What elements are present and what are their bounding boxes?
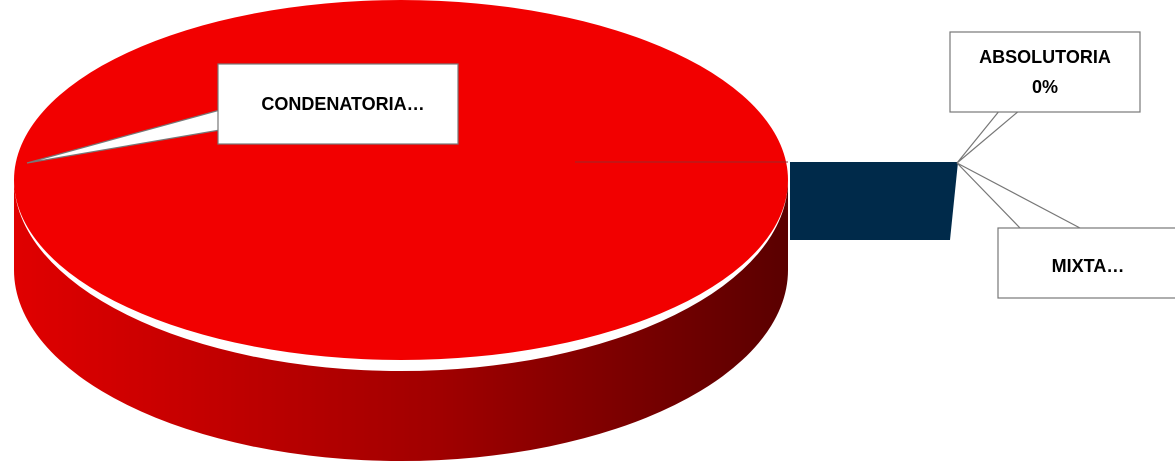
callout-condenatoria-box xyxy=(217,63,459,145)
leader-line-absolutoria xyxy=(956,109,1021,164)
callout-absolutoria-box xyxy=(949,31,1141,113)
slice-condenatoria-side xyxy=(14,180,788,461)
slice-condenatoria-top xyxy=(14,0,788,360)
callout-mixta-box xyxy=(997,227,1175,299)
callout-condenatoria: CONDENATORIA… xyxy=(217,63,459,145)
leader-lines xyxy=(26,109,1081,229)
callout-absolutoria: ABSOLUTORIA 0% xyxy=(949,31,1141,113)
leader-line-mixta xyxy=(956,162,1081,229)
callout-mixta-label: MIXTA… xyxy=(1052,256,1125,276)
callout-absolutoria-percent: 0% xyxy=(1032,77,1058,97)
callout-mixta: MIXTA… xyxy=(997,227,1175,299)
slice-condenatoria xyxy=(14,0,788,461)
leader-line-condenatoria xyxy=(26,109,221,164)
slice-mixta xyxy=(790,162,958,240)
callout-absolutoria-label: ABSOLUTORIA xyxy=(979,47,1111,67)
callout-condenatoria-label: CONDENATORIA… xyxy=(261,94,424,114)
slice-mixta-face xyxy=(790,162,958,240)
